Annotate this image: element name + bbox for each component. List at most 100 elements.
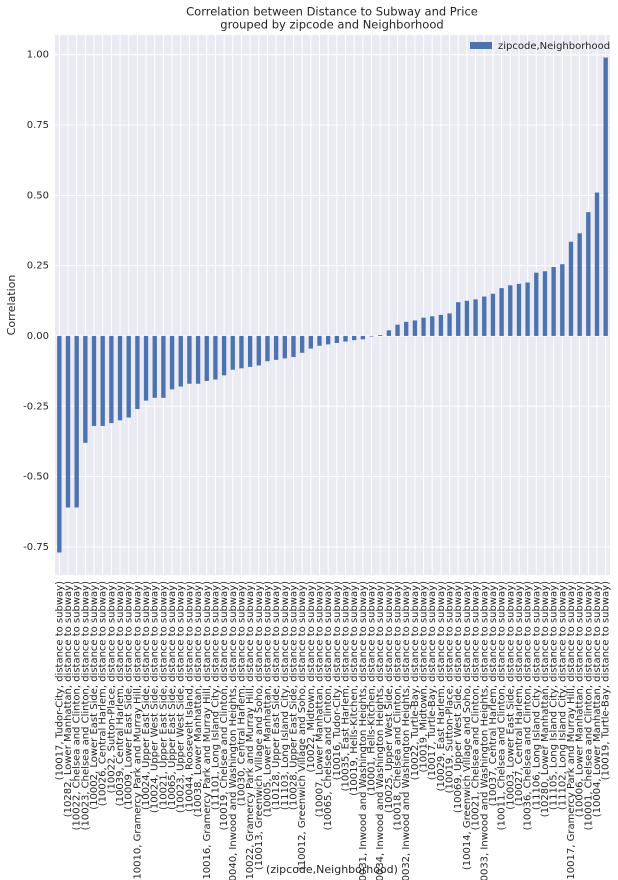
x-tick-label: (10033, Inwood and Washington Heights, d…: [479, 581, 490, 880]
bar: [178, 335, 183, 387]
bar: [473, 299, 478, 336]
bar: [83, 335, 88, 443]
bar: [74, 335, 79, 508]
x-tick-label: (10282, Lower Manhattan, distance to sub…: [63, 581, 74, 817]
y-tick-label: 0.25: [27, 261, 49, 272]
bar: [152, 335, 157, 398]
x-tick-label: (10032, Inwood and Washington Heights, d…: [401, 581, 412, 880]
bar: [525, 282, 530, 336]
bar: [195, 335, 201, 384]
x-tick-label: (10028, Upper East Side, distance to sub…: [288, 581, 299, 810]
x-tick-label: (10039, Central Harlem, distance to subw…: [115, 581, 126, 806]
bar: [230, 335, 235, 370]
bar: [586, 212, 591, 336]
bar: [100, 335, 105, 426]
x-tick-label: (10022, Turtle-Bay, distance to subway): [410, 581, 421, 780]
bar: [161, 335, 166, 398]
bar: [282, 335, 287, 359]
bar: [412, 320, 418, 336]
bar: [247, 335, 253, 367]
bar: [438, 314, 444, 336]
x-tick-label: (10003, Lower East Side, distance to sub…: [505, 581, 516, 810]
x-tick-label: (11105, Long Island City, distance to su…: [549, 581, 560, 810]
bar: [490, 293, 496, 336]
x-tick-label: (10036, Chelsea and Clinton, distance to…: [523, 581, 534, 830]
x-tick-label: (10024, Upper East Side, distance to sub…: [141, 581, 152, 810]
x-tick-label: (10006, Lower Manhattan, distance to sub…: [575, 581, 586, 817]
y-tick-label: -0.50: [23, 472, 49, 483]
x-tick-label: (10019, Chelsea and Clinton, distance to…: [219, 581, 230, 830]
bar: [317, 335, 322, 346]
bar: [499, 288, 504, 336]
bar: [386, 330, 392, 336]
bar: [594, 192, 600, 336]
bar: [568, 241, 574, 336]
bar: [421, 317, 426, 336]
x-tick-label: (10035, East Harlem, distance to subway): [341, 581, 352, 792]
x-tick-label: (10011, Chelsea and Clinton, distance to…: [497, 581, 508, 830]
bar: [360, 335, 366, 340]
x-tick-label: (11103, Long Island City, distance to su…: [280, 581, 291, 810]
bar: [404, 321, 409, 336]
x-tick-label: (10009, Lower East Side, distance to sub…: [124, 581, 135, 810]
bar: [369, 335, 374, 337]
bar: [91, 335, 97, 426]
x-tick-label: (10022, Chelsea and Clinton, distance to…: [72, 581, 83, 830]
x-tick-label: (10001, Chelsea and Clinton, distance to…: [583, 581, 594, 830]
x-tick-label: (10016, Tudor-City, distance to subway): [332, 581, 343, 780]
x-tick-label: (10031, Inwood and Washington Heights, d…: [358, 581, 369, 880]
x-tick-label: (10023, Upper West Side, distance to sub…: [176, 581, 187, 813]
bar: [256, 335, 261, 366]
x-tick-label: (10022, Sutton-Place, distance to subway…: [106, 581, 117, 793]
x-tick-label: (10029, East Harlem, distance to subway): [436, 581, 447, 792]
bar: [343, 335, 348, 342]
bar: [221, 335, 227, 376]
x-tick-label: (10022, Midtown, distance to subway): [306, 581, 317, 773]
x-tick-label: (10007, Lower Manhattan, distance to sub…: [314, 581, 325, 817]
x-tick-label: (10021, Upper East Side, distance to sub…: [158, 581, 169, 810]
x-tick-label: (10005, Lower Manhattan, distance to sub…: [262, 581, 273, 817]
bar: [334, 335, 340, 343]
bar: [516, 283, 522, 336]
x-tick-label: (10017, Turtle-Bay, distance to subway): [427, 581, 438, 780]
chart-subtitle: grouped by zipcode and Neighborhood: [220, 18, 443, 32]
bar: [308, 335, 313, 349]
x-tick-label: (10027, Central Harlem, distance to subw…: [514, 581, 525, 806]
x-tick-label: (10021, Chelsea and Clinton, distance to…: [471, 581, 482, 830]
x-tick-label: (10040, Inwood and Washington Heights, d…: [228, 581, 239, 880]
x-tick-label: (10065, Chelsea and Clinton, distance to…: [323, 581, 334, 830]
y-axis-label: Correlation: [5, 275, 18, 336]
x-tick-label: (10069, Upper West Side, distance to sub…: [453, 581, 464, 813]
x-tick-label: (10017, Tudor-City, distance to subway): [54, 581, 65, 780]
bar: [482, 296, 487, 336]
bar: [577, 233, 582, 336]
x-tick-label: (10280, Lower Manhattan, distance to sub…: [540, 581, 551, 817]
bar: [109, 335, 114, 424]
x-tick-label: (10018, Chelsea and Clinton, distance to…: [393, 581, 404, 830]
y-tick-label: -0.25: [23, 401, 49, 412]
bar: [560, 264, 565, 336]
x-tick-label: (10065, Upper East Side, distance to sub…: [167, 581, 178, 810]
bar: [213, 335, 218, 380]
legend-swatch: [470, 42, 492, 49]
x-axis-label: (zipcode,Neighborhood): [266, 863, 398, 876]
bar: [352, 335, 357, 341]
bar: [430, 316, 435, 336]
x-tick-label: (10013, Greenwich Village and Soho, dist…: [254, 581, 265, 870]
bar: [508, 285, 513, 336]
x-tick-label: (10128, Upper East Side, distance to sub…: [271, 581, 282, 810]
y-tick-label: 0.75: [27, 120, 49, 131]
x-tick-label: (10012, Greenwich Village and Soho, dist…: [297, 581, 308, 870]
bar: [169, 335, 175, 390]
bar: [57, 335, 62, 553]
x-tick-label: (10022, Gramercy Park and Murray Hill, d…: [245, 581, 256, 880]
bar: [143, 335, 149, 401]
y-tick-label: 1.00: [27, 50, 49, 61]
bar: [117, 335, 123, 421]
x-tick-label: (10034, Inwood and Washington Heights, d…: [375, 581, 386, 880]
y-tick-label: 0.00: [27, 331, 49, 342]
x-tick-label: (10017, Gramercy Park and Murray Hill, d…: [566, 581, 577, 880]
bar: [126, 335, 131, 418]
x-tick-label: (10014, Greenwich Village and Soho, dist…: [462, 581, 473, 870]
x-tick-label: (10024, Upper West Side, distance to sub…: [150, 581, 161, 813]
